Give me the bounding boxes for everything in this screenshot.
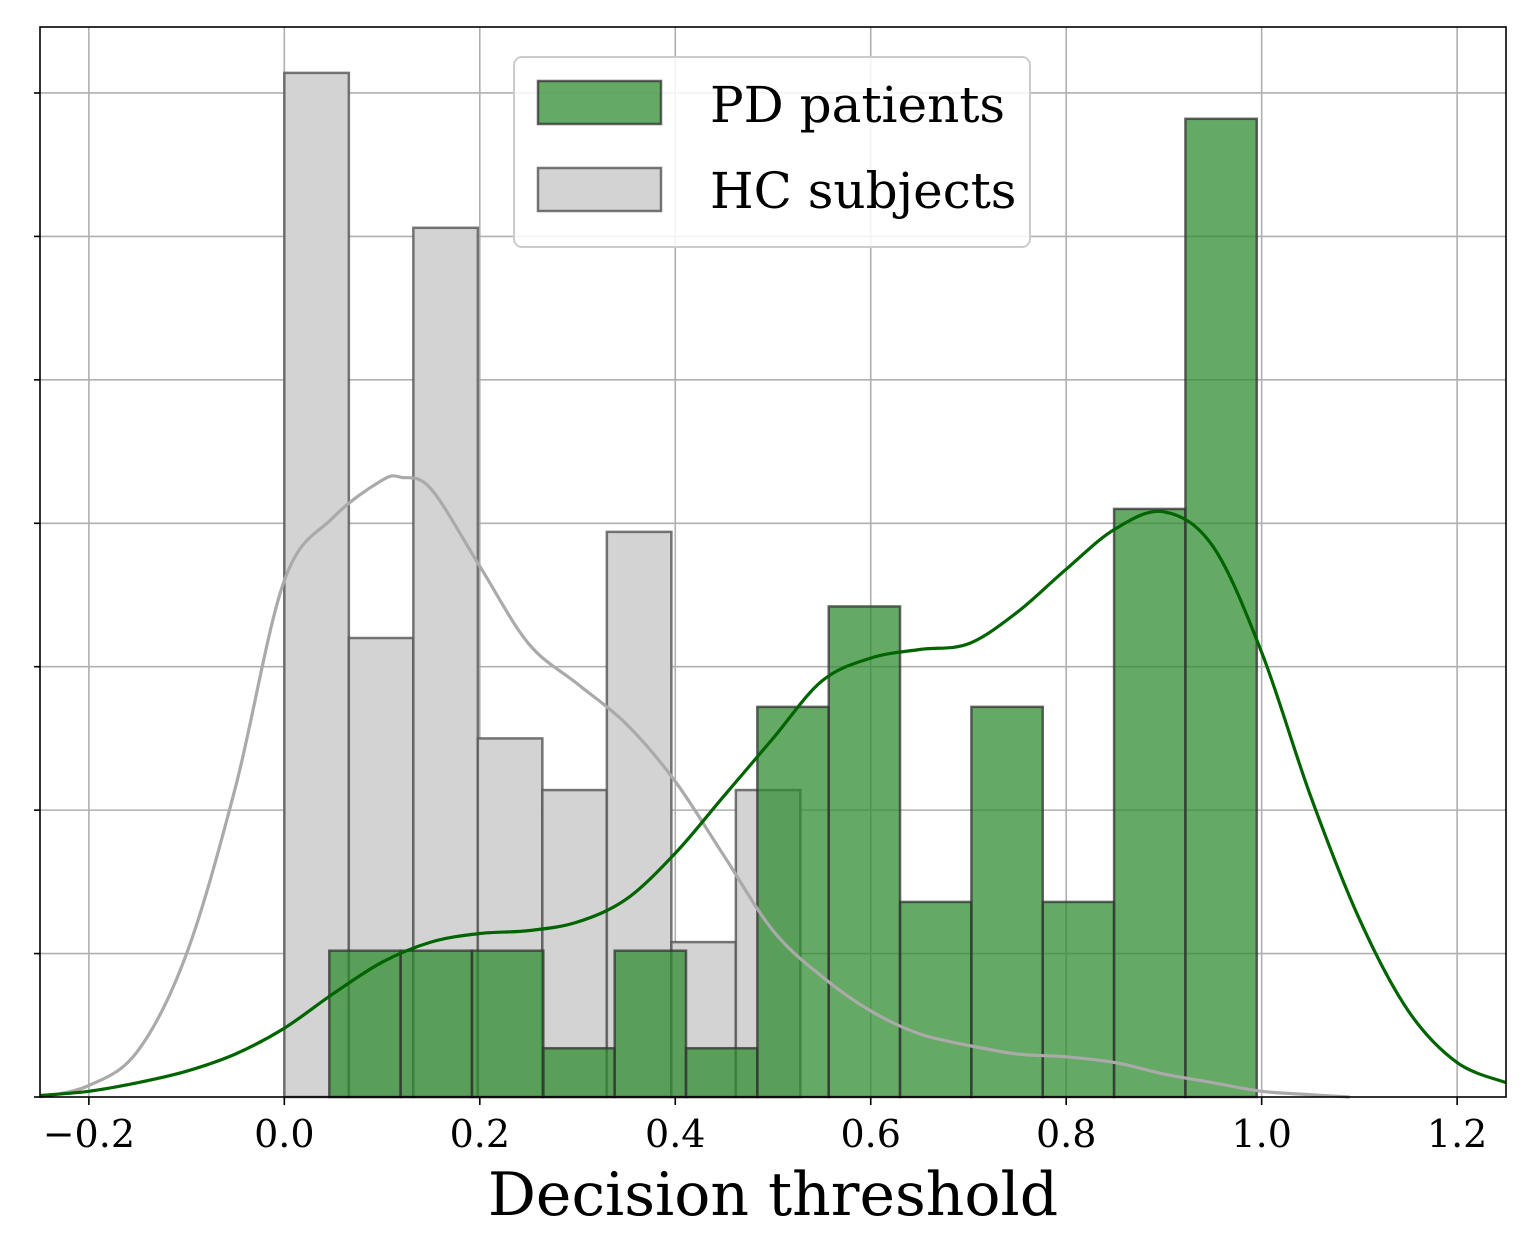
legend-swatch-pd xyxy=(536,79,663,126)
x-tick-label: 1.0 xyxy=(1231,1112,1291,1156)
pd-bar xyxy=(328,949,402,1099)
legend-swatch-hc xyxy=(536,166,663,213)
x-tick-label: 0.6 xyxy=(841,1112,901,1156)
pd-bar xyxy=(970,705,1044,1099)
y-axis-ticks xyxy=(34,92,40,1098)
plot-frame xyxy=(39,26,1507,1098)
pd-bar xyxy=(756,705,830,1099)
pd-bar xyxy=(827,605,902,1099)
hc-kde-line xyxy=(39,474,1350,1099)
legend-label-hc: HC subjects xyxy=(710,162,1016,220)
pd-bar xyxy=(1041,900,1116,1099)
pd-bar xyxy=(542,1046,616,1099)
hc-bar xyxy=(283,71,351,1099)
pd-bar xyxy=(613,949,688,1099)
x-tick-label: 0.4 xyxy=(645,1112,705,1156)
legend: PD patients HC subjects xyxy=(513,56,1031,248)
pd-bar xyxy=(470,949,545,1099)
pd-bar xyxy=(898,900,973,1099)
pd-bar xyxy=(1112,507,1187,1099)
pd-kde-line xyxy=(39,509,1507,1098)
pd-bar xyxy=(1184,117,1259,1099)
x-tick-label: 0.0 xyxy=(254,1112,314,1156)
x-tick-label: 0.8 xyxy=(1036,1112,1096,1156)
legend-label-pd: PD patients xyxy=(710,76,1005,134)
x-tick-label: 1.2 xyxy=(1427,1112,1487,1156)
x-tick-label: 0.2 xyxy=(450,1112,510,1156)
x-tick-label: −0.2 xyxy=(43,1112,135,1156)
x-axis-ticks: −0.2 0.0 0.2 0.4 0.6 0.8 1.0 1.2 xyxy=(43,1097,1487,1156)
x-axis-title: Decision threshold xyxy=(488,1160,1058,1230)
pd-bar xyxy=(399,949,474,1099)
pd-bar xyxy=(684,1046,759,1099)
kde-curves xyxy=(39,474,1507,1099)
